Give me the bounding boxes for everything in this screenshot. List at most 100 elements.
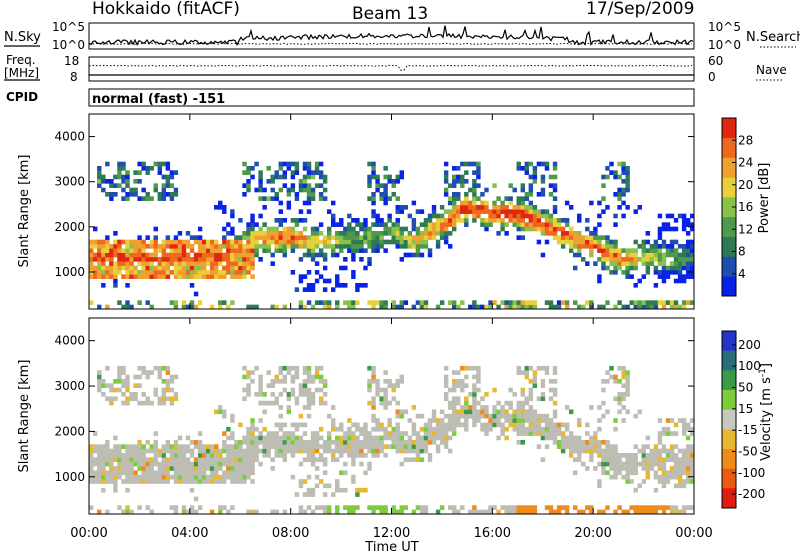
velocity-cell (625, 479, 630, 484)
velocity-cell (145, 466, 150, 471)
power-cell (266, 196, 271, 201)
velocity-cell (262, 439, 267, 445)
power-cell (383, 226, 388, 232)
power-cell (528, 209, 534, 214)
power-cell (516, 213, 521, 219)
power-cell (282, 170, 288, 175)
power-cell (653, 248, 659, 253)
power-cell (524, 161, 530, 167)
velocity-cell (460, 378, 465, 384)
velocity-cell (556, 444, 562, 449)
power-cell (193, 304, 199, 310)
velocity-cell (355, 487, 360, 493)
velocity-cell (573, 435, 578, 441)
velocity-cell (274, 448, 279, 454)
power-cell (407, 213, 413, 219)
velocity-cell (230, 505, 235, 510)
velocity-cell (645, 509, 651, 515)
velocity-cell (230, 431, 235, 436)
velocity-cell (564, 505, 570, 510)
power-cell (552, 196, 558, 201)
power-cell (266, 231, 271, 236)
power-cell (161, 261, 167, 266)
velocity-cell (117, 461, 122, 467)
power-cell (226, 304, 231, 310)
velocity-cell (399, 378, 404, 384)
velocity-cell (322, 509, 328, 515)
velocity-cell (548, 387, 554, 393)
velocity-cell (516, 431, 521, 436)
power-cell (641, 239, 646, 245)
power-cell (109, 179, 114, 184)
velocity-cell (625, 509, 630, 515)
power-cell (97, 265, 102, 271)
power-cell (665, 226, 671, 232)
power-cell (121, 166, 126, 171)
velocity-cell (625, 461, 630, 467)
velocity-cell (230, 435, 235, 441)
velocity-cell (484, 409, 489, 415)
velocity-cell (157, 374, 162, 380)
power-cell (141, 239, 146, 245)
power-cell (355, 283, 360, 288)
velocity-cell (609, 444, 614, 449)
velocity-cell (282, 431, 288, 436)
power-cell (234, 239, 239, 245)
velocity-cell (508, 387, 513, 393)
power-cell (242, 161, 247, 167)
velocity-cell (649, 505, 655, 510)
velocity-cell (403, 444, 409, 449)
power-cell (274, 226, 279, 232)
velocity-cell (577, 457, 582, 463)
power-cell (129, 270, 134, 275)
power-cell (165, 252, 171, 258)
power-cell (246, 265, 251, 271)
power-cell (520, 222, 525, 227)
velocity-cell (161, 378, 167, 384)
velocity-cell (383, 444, 388, 449)
velocity-cell (665, 453, 671, 458)
power-cell (439, 231, 445, 236)
velocity-cell (238, 474, 243, 480)
power-cell (383, 166, 388, 171)
velocity-cell (484, 509, 489, 515)
power-cell (101, 257, 106, 262)
power-cell (331, 222, 336, 227)
velocity-cell (145, 370, 150, 375)
velocity-cell (210, 461, 215, 467)
velocity-cell (657, 461, 663, 467)
velocity-cell (185, 448, 191, 454)
velocity-cell (359, 431, 364, 436)
velocity-cell (246, 439, 251, 445)
power-cell (173, 257, 179, 262)
velocity-cell (314, 365, 320, 371)
velocity-cell (605, 457, 610, 463)
velocity-cell (548, 509, 554, 515)
power-cell (310, 196, 316, 201)
power-cell (391, 183, 396, 188)
velocity-cell (351, 439, 356, 445)
power-cell (480, 209, 485, 214)
power-cell (577, 304, 582, 310)
power-cell (165, 265, 171, 271)
velocity-cell (343, 470, 348, 476)
velocity-cell (157, 448, 162, 454)
velocity-cell (121, 392, 126, 397)
velocity-cell (141, 461, 146, 467)
velocity-cell (681, 453, 687, 458)
velocity-cell (657, 418, 663, 423)
velocity-cell (214, 461, 219, 467)
power-cell (274, 231, 279, 236)
velocity-cell (379, 426, 384, 432)
power-cell (153, 257, 158, 262)
velocity-cell (593, 435, 598, 441)
power-cell (246, 270, 251, 275)
velocity-cell (492, 405, 497, 410)
velocity-cell (452, 431, 457, 436)
velocity-cell (270, 457, 275, 463)
velocity-cell (605, 505, 610, 510)
power-cell (181, 244, 187, 249)
power-cell (169, 261, 175, 266)
power-cell (460, 161, 465, 167)
